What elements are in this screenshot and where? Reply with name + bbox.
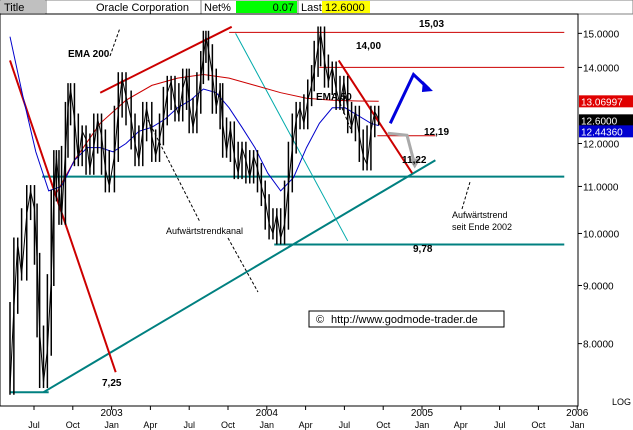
x-tick-month: Apr bbox=[143, 420, 157, 430]
y-tick-label: 8.0000 bbox=[583, 340, 614, 351]
x-tick-month: Jan bbox=[104, 420, 119, 430]
netpct-label: Net% bbox=[204, 2, 231, 14]
x-tick-month: Jul bbox=[28, 420, 40, 430]
y-tick-label: 12.0000 bbox=[583, 139, 620, 150]
copyright-box: © http://www.godmode-trader.de bbox=[308, 310, 505, 328]
x-tick-year: 2004 bbox=[256, 408, 279, 419]
x-tick-month: Jan bbox=[415, 420, 430, 430]
ema50-leader bbox=[339, 102, 353, 133]
ema50-label: EMA 50 bbox=[316, 92, 352, 103]
price-badge bbox=[579, 114, 633, 127]
last-value: 12.6000 bbox=[325, 2, 365, 14]
channel-leader-top bbox=[147, 119, 201, 223]
netpct-cell bbox=[236, 1, 297, 13]
last-cell bbox=[322, 1, 370, 13]
level-1219-label: 12,19 bbox=[424, 127, 449, 138]
chart-header: Title Oracle Corporation Net% 0.07 Last … bbox=[0, 0, 633, 15]
x-tick-month: Oct bbox=[531, 420, 546, 430]
x-tick-year: 2005 bbox=[411, 408, 434, 419]
x-tick-month: Apr bbox=[299, 420, 313, 430]
annotations-light: Aufwärtstrendkanal Aufwärtstrend seit En… bbox=[147, 119, 512, 293]
x-tick-month: Jul bbox=[494, 420, 506, 430]
x-tick-month: Jan bbox=[570, 420, 585, 430]
price-line bbox=[9, 32, 380, 389]
x-tick-month: Jul bbox=[339, 420, 351, 430]
annotations: EMA 200 EMA 50 15,03 14,00 12,19 11,22 9… bbox=[68, 19, 449, 389]
level-1122-label: 11,22 bbox=[402, 155, 427, 166]
projection-arrows bbox=[387, 71, 433, 169]
instrument-name: Oracle Corporation bbox=[96, 2, 189, 14]
projection-arrowhead bbox=[408, 158, 421, 169]
price-badge bbox=[579, 95, 633, 108]
last-label: Last bbox=[301, 2, 322, 14]
title-cell bbox=[1, 1, 45, 13]
x-tick-year: 2003 bbox=[100, 408, 123, 419]
level-1503-label: 15,03 bbox=[419, 19, 444, 30]
projection-arrow bbox=[387, 131, 417, 165]
level-978-label: 9,78 bbox=[413, 244, 433, 255]
channel-leader-bottom bbox=[227, 237, 259, 293]
y-tick-label: 9.0000 bbox=[583, 281, 614, 292]
copyright-symbol: © bbox=[316, 314, 324, 326]
level-1400-label: 14,00 bbox=[356, 41, 381, 52]
level-725-label: 7,25 bbox=[102, 378, 122, 389]
y-tick-label: 10.0000 bbox=[583, 229, 620, 240]
price-badge bbox=[579, 125, 633, 138]
x-tick-month: Jan bbox=[260, 420, 275, 430]
price-badge-label: 12.6000 bbox=[581, 116, 618, 127]
trend-label-line2: seit Ende 2002 bbox=[452, 222, 512, 232]
x-tick-month: Oct bbox=[66, 420, 81, 430]
y-tick-label: 11.0000 bbox=[583, 182, 619, 193]
netpct-value: 0.07 bbox=[273, 2, 294, 14]
url-text: http://www.godmode-trader.de bbox=[331, 314, 478, 326]
y-axis: 15.0000 14.0000 12.0000 11.0000 10.0000 9.000… bbox=[578, 29, 620, 351]
ema200-label: EMA 200 bbox=[68, 49, 110, 60]
x-tick-month: Oct bbox=[221, 420, 236, 430]
log-scale-label: LOG bbox=[612, 397, 631, 407]
projection-arrowhead bbox=[421, 81, 433, 93]
title-label: Title bbox=[4, 2, 24, 14]
y-tick-label: 15.0000 bbox=[583, 29, 620, 40]
price-series bbox=[9, 26, 380, 395]
x-tick-month: Oct bbox=[376, 420, 391, 430]
trend-line bbox=[9, 60, 117, 373]
channel-label: Aufwärtstrendkanal bbox=[166, 226, 243, 236]
price-badge-label: 12.44360 bbox=[581, 127, 623, 138]
y-tick-label: 14.0000 bbox=[583, 63, 620, 74]
x-tick-month: Jul bbox=[183, 420, 195, 430]
trend-label-line1: Aufwärtstrend bbox=[452, 210, 508, 220]
x-tick-month: Apr bbox=[454, 420, 468, 430]
x-tick-year: 2006 bbox=[566, 408, 589, 419]
price-badge-label: 13.06997 bbox=[581, 97, 623, 108]
